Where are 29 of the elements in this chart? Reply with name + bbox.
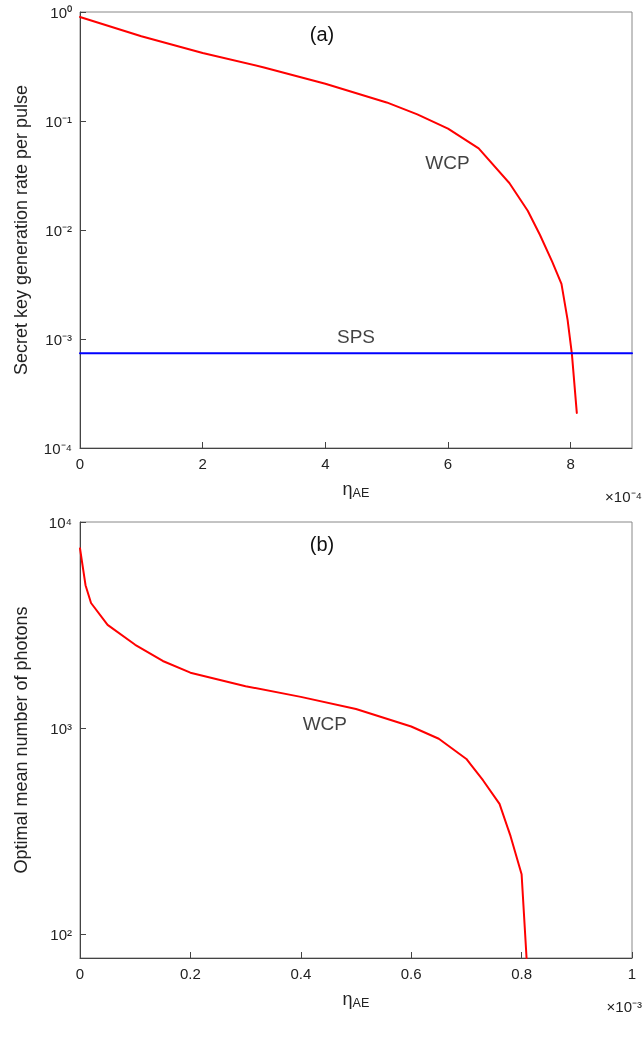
x-tick-label: 8 xyxy=(566,455,575,472)
text: ×10⁻³ xyxy=(606,998,643,1015)
series-label: WCP xyxy=(302,712,347,734)
x-tick-label: 6 xyxy=(443,455,453,472)
text: ×10⁻⁴ xyxy=(605,488,642,505)
x-tick-label: 0.6 xyxy=(400,965,422,982)
y-tick-label: 10³ xyxy=(50,719,72,737)
y-tick-label: 10⁻⁴ xyxy=(43,439,72,457)
y-tick-label: 10² xyxy=(50,926,72,944)
x-tick-label: 2 xyxy=(198,455,207,472)
annotation: (a) xyxy=(309,23,335,45)
y-tick-label: 10⁰ xyxy=(50,3,72,21)
x-tick-label: 0.4 xyxy=(290,965,312,982)
annotation: (b) xyxy=(309,533,335,555)
x-tick-label: 0.8 xyxy=(511,965,533,982)
y-tick-label: 10⁻² xyxy=(45,221,72,239)
y-axis-title: Optimal mean number of photons xyxy=(11,606,31,874)
line-series xyxy=(79,15,578,414)
x-tick-label: 0.2 xyxy=(179,965,201,982)
y-tick-label: 10⁻³ xyxy=(45,330,72,348)
y-tick-label: 10⁻¹ xyxy=(45,112,72,130)
y-axis-title: Secret key generation rate per pulse xyxy=(11,84,31,376)
x-tick-label: 0 xyxy=(75,455,85,472)
x-tick-label: 0 xyxy=(75,965,85,982)
y-tick-label: 10⁴ xyxy=(48,513,72,531)
x-tick-label: 4 xyxy=(321,455,330,472)
series-label: SPS xyxy=(336,326,376,348)
x-tick-label: 1 xyxy=(627,965,637,982)
series-label: WCP xyxy=(425,151,470,173)
